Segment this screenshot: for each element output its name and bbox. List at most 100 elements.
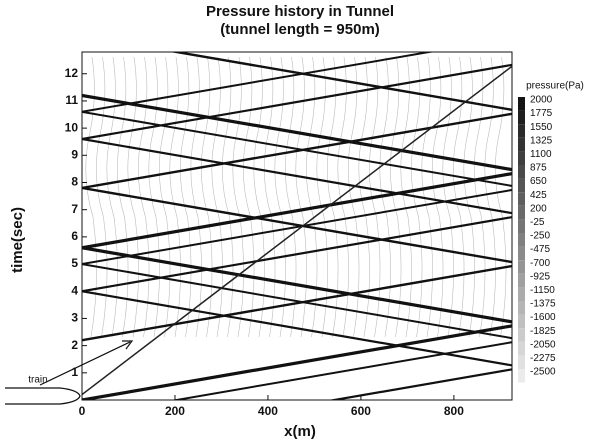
colorbar-label: -2275	[530, 353, 556, 364]
x-tick-label: 400	[258, 404, 278, 418]
y-tick-label: 12	[65, 66, 79, 80]
colorbar-swatch	[518, 355, 525, 369]
contour-line	[495, 56, 507, 338]
colorbar-swatch	[518, 97, 525, 111]
colorbar-swatch	[518, 301, 525, 315]
colorbar-label: -250	[530, 231, 550, 242]
contour-line	[327, 56, 339, 338]
colorbar-label: -925	[530, 271, 550, 282]
contour-line	[232, 56, 244, 338]
colorbar-swatch	[518, 219, 525, 233]
colorbar-swatch	[518, 328, 525, 342]
contour-line	[274, 56, 286, 338]
train-path	[82, 65, 512, 396]
colorbar-label: 425	[530, 190, 547, 201]
y-axis-label: time(sec)	[9, 207, 26, 273]
contour-line	[463, 56, 475, 338]
wave-front	[82, 52, 435, 113]
colorbar-swatch	[518, 246, 525, 261]
colorbar-swatch	[518, 165, 525, 179]
wave-front	[82, 324, 512, 400]
wave-front	[82, 63, 512, 141]
annotation-arrowhead	[122, 340, 134, 350]
x-axis-label: x(m)	[284, 423, 316, 440]
contour-line	[432, 56, 444, 338]
contour-line	[211, 56, 223, 338]
colorbar-label: -1600	[530, 312, 556, 323]
y-tick-label: 9	[71, 147, 78, 161]
contour-line	[316, 56, 328, 338]
contour-field	[82, 52, 512, 400]
contour-line	[295, 56, 307, 338]
wave-front	[327, 368, 512, 400]
colorbar-label: -25	[530, 217, 545, 228]
colorbar-label: -1825	[530, 326, 556, 337]
wave-front	[170, 341, 512, 400]
x-tick-label: 200	[165, 404, 185, 418]
wave-front	[82, 172, 512, 250]
colorbar-swatch	[518, 110, 525, 125]
contour-line	[400, 56, 412, 338]
y-tick-label: 1	[71, 365, 78, 379]
contour-line	[85, 56, 97, 338]
contour-line	[390, 56, 402, 338]
x-tick-label: 0	[79, 404, 86, 418]
colorbar-swatch	[518, 314, 525, 329]
annotation: train	[28, 375, 47, 386]
wave-front	[82, 263, 512, 340]
colorbar-label: -475	[530, 244, 550, 255]
colorbar-swatch	[518, 273, 525, 288]
colorbar-swatch	[518, 369, 525, 383]
chart-subtitle: (tunnel length = 950m)	[220, 21, 380, 38]
y-tick-label: 6	[71, 229, 78, 243]
y-tick-label: 5	[71, 256, 78, 270]
contour-line	[159, 56, 171, 338]
colorbar-label: 1100	[530, 149, 552, 160]
colorbar-label: 1325	[530, 135, 553, 146]
chart-title: Pressure history in Tunnel	[206, 3, 394, 20]
contour-line	[474, 56, 486, 338]
colorbar-label: -1375	[530, 299, 556, 310]
y-tick-label: 11	[65, 93, 78, 107]
x-tick-label: 800	[444, 404, 464, 418]
colorbar-label: 650	[530, 176, 547, 187]
colorbar-swatch	[518, 151, 525, 165]
contour-line	[117, 56, 129, 338]
contour-line	[169, 56, 181, 338]
contour-line	[201, 56, 213, 338]
colorbar-swatch	[518, 205, 525, 220]
colorbar-swatch	[518, 260, 525, 274]
wave-front	[82, 246, 512, 324]
colorbar-title: pressure(Pa)	[526, 81, 584, 92]
wave-front	[82, 93, 512, 172]
x-tick-label: 600	[351, 404, 371, 418]
colorbar-label: -2500	[530, 367, 556, 378]
colorbar-swatch	[518, 287, 525, 301]
wave-front	[82, 137, 512, 215]
contour-line	[243, 56, 255, 338]
colorbar-label: -1150	[530, 285, 555, 296]
colorbar-label: -700	[530, 258, 550, 269]
wave-front	[82, 290, 512, 367]
wave-front	[82, 216, 512, 293]
y-tick-label: 10	[65, 120, 79, 134]
plot-frame	[81, 51, 513, 401]
colorbar-label: 200	[530, 203, 547, 214]
wave-front	[82, 110, 512, 187]
y-tick-label: 4	[71, 283, 78, 297]
colorbar-label: 1550	[530, 122, 553, 133]
y-tick-label: 2	[71, 338, 78, 352]
colorbar-swatch	[518, 233, 525, 247]
contour-line	[306, 56, 318, 338]
contour-line	[379, 56, 391, 338]
contour-line	[484, 56, 496, 338]
contour-line	[358, 56, 370, 338]
colorbar-swatch	[518, 341, 525, 356]
train-body	[5, 387, 81, 405]
colorbar-swatch	[518, 137, 525, 152]
contour-line	[337, 56, 349, 338]
contour-line	[180, 56, 192, 338]
contour-line	[148, 56, 160, 338]
colorbar-swatch	[518, 192, 525, 206]
colorbar-swatch	[518, 124, 525, 138]
